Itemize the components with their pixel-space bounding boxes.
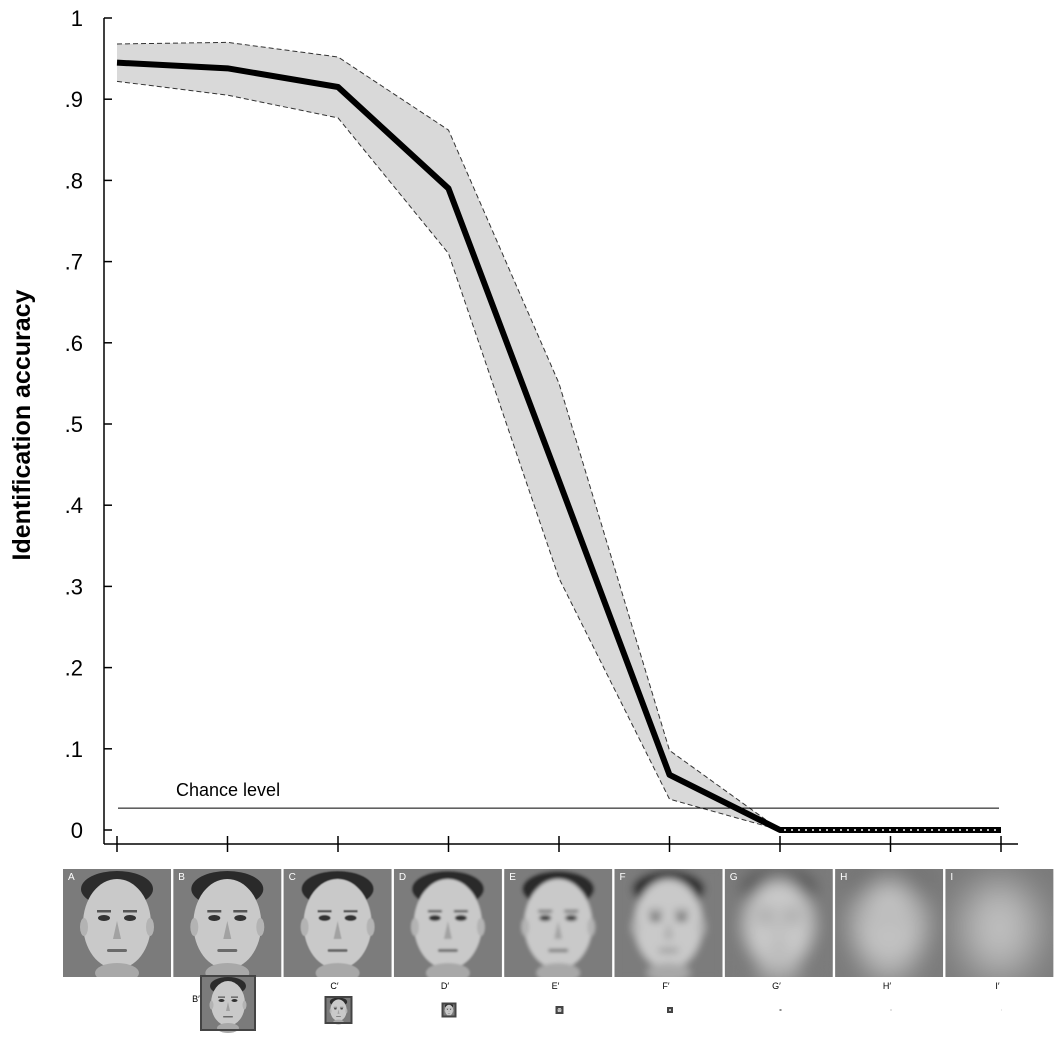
small-stimulus-8: H′ xyxy=(883,981,892,1011)
small-face-image xyxy=(200,975,256,1033)
small-stimulus-label: G′ xyxy=(772,981,781,991)
panel-letter: F xyxy=(620,872,626,883)
small-stimulus-label: C′ xyxy=(330,981,338,991)
y-tick-label: 1 xyxy=(71,6,83,31)
panel-letter: E xyxy=(509,872,516,883)
stimulus-panel-b: B xyxy=(173,869,282,977)
small-stimulus-7: G′ xyxy=(772,981,782,1011)
small-stimulus-panels: B′ C′ D′ E′ F′ G′ H′ I′ xyxy=(192,975,1002,1033)
face-image xyxy=(724,869,833,977)
small-stimulus-6: F′ xyxy=(662,981,674,1014)
small-stimulus-label: D′ xyxy=(441,981,449,991)
small-stimulus-label: E′ xyxy=(552,981,560,991)
plot-area xyxy=(116,41,1002,833)
stimulus-panel-i: I xyxy=(945,869,1054,977)
panel-letter: I xyxy=(950,872,953,883)
stimulus-panel-h: H xyxy=(835,869,944,977)
face-image xyxy=(393,869,502,977)
panel-letter: H xyxy=(840,872,847,883)
small-face-image xyxy=(666,1006,674,1014)
small-stimulus-5: E′ xyxy=(552,981,564,1015)
panel-letter: A xyxy=(68,872,75,883)
small-face-image xyxy=(324,996,353,1025)
small-stimulus-label: B′ xyxy=(192,994,200,1004)
face-image xyxy=(173,869,282,977)
chance-level-group: Chance level xyxy=(118,780,999,809)
panel-letter: B xyxy=(178,872,185,883)
stimulus-panel-a: A xyxy=(63,869,171,977)
y-tick-label: .5 xyxy=(65,412,83,437)
face-image xyxy=(835,869,944,977)
small-stimulus-label: H′ xyxy=(883,981,891,991)
y-tick-label: 0 xyxy=(71,818,83,843)
small-face-image xyxy=(890,1009,892,1011)
face-image xyxy=(283,869,392,977)
small-stimulus-2: B′ xyxy=(192,975,256,1033)
small-face-image xyxy=(441,1002,457,1018)
small-stimulus-label: I′ xyxy=(995,981,1000,991)
upper-bound-line xyxy=(116,41,1001,831)
panel-letter: G xyxy=(730,872,738,883)
stimulus-panel-f: F xyxy=(614,869,723,977)
chance-level-label: Chance level xyxy=(176,780,280,800)
y-ticks: 0 .1 .2 .3 .4 .5 .6 .7 .8 .9 1 xyxy=(65,6,112,843)
y-tick-label: .6 xyxy=(65,331,83,356)
face-image xyxy=(504,869,613,977)
stimulus-panel-c: C xyxy=(283,869,392,977)
y-tick-label: .9 xyxy=(65,87,83,112)
face-image xyxy=(63,869,171,977)
x-ticks xyxy=(116,836,1002,852)
small-stimulus-label: F′ xyxy=(662,981,669,991)
stimulus-panel-e: E xyxy=(504,869,613,977)
stimulus-panel-d: D xyxy=(393,869,502,977)
axes xyxy=(103,18,1018,845)
confidence-band xyxy=(117,42,1001,831)
face-image xyxy=(945,869,1054,977)
face-image xyxy=(614,869,723,977)
stimulus-panels: A B C D E F G H I xyxy=(63,869,1054,977)
y-tick-label: .4 xyxy=(65,493,83,518)
stimulus-panel-g: G xyxy=(724,869,833,977)
small-face-image xyxy=(779,1009,782,1011)
y-tick-label: .2 xyxy=(65,656,83,681)
y-tick-label: .8 xyxy=(65,168,83,193)
panel-letter: D xyxy=(399,872,406,883)
y-tick-label: .3 xyxy=(65,574,83,599)
panel-letter: C xyxy=(289,872,296,883)
y-tick-label: .7 xyxy=(65,250,83,275)
small-stimulus-4: D′ xyxy=(441,981,457,1018)
small-stimulus-3: C′ xyxy=(324,981,353,1025)
small-face-image xyxy=(555,1005,564,1015)
y-tick-label: .1 xyxy=(65,737,83,762)
small-face-image xyxy=(1001,1009,1002,1011)
small-stimulus-9: I′ xyxy=(995,981,1002,1011)
y-axis-label: Identification accuracy xyxy=(8,289,36,560)
